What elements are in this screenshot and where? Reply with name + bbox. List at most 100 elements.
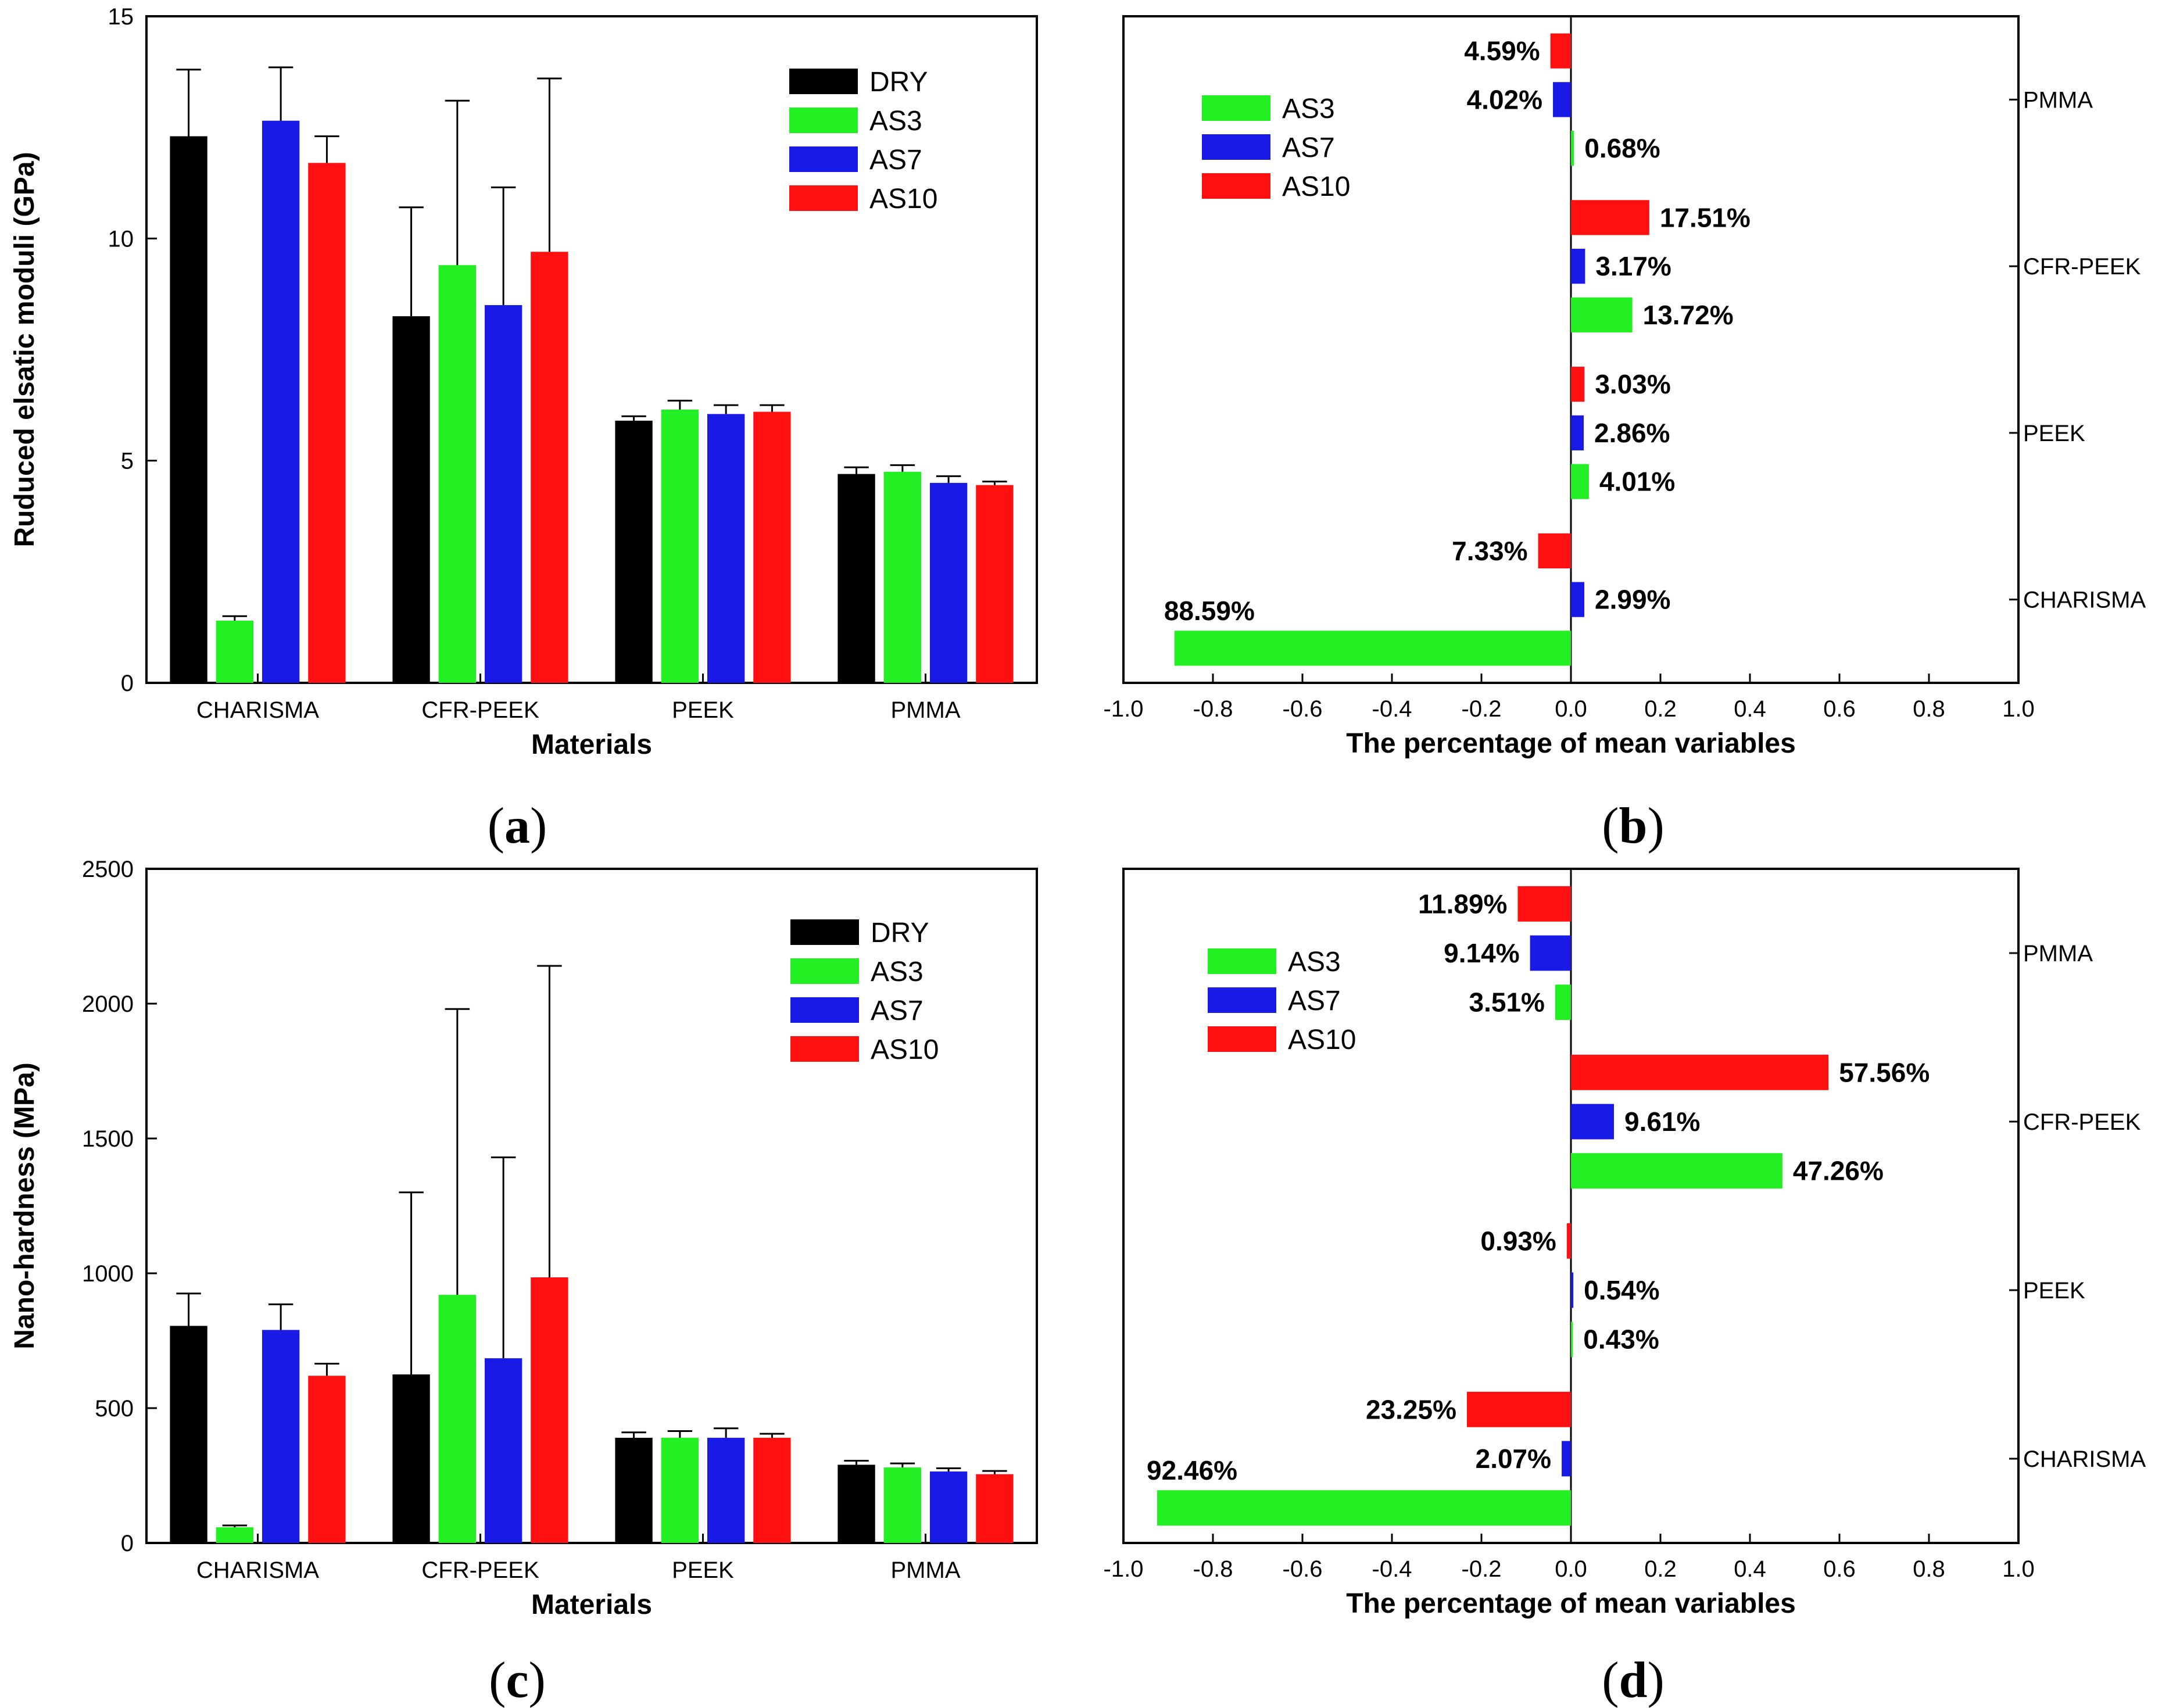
panel-label-paren-close: ) (1647, 1652, 1664, 1708)
legend-label-as10: AS10 (871, 1034, 939, 1065)
bar-as3-pmma (1571, 130, 1574, 166)
value-label-as3-pmma: 0.68% (1584, 133, 1660, 163)
panel-label-d: (d) (1602, 1652, 1665, 1708)
x-tick-label: -1.0 (1104, 1556, 1144, 1582)
panel-d-chart: -1.0 -0.8 -0.6 -0.4 -0.2 0.0 0.2 0.4 0.6 0.8 1.0 CH… (1104, 868, 2146, 1708)
legend-label-as3: AS3 (1282, 94, 1335, 124)
legend-swatch-as3 (1202, 95, 1270, 121)
x-tick-label-pmma: PMMA (891, 1557, 961, 1583)
value-label-as3-charisma: 88.59% (1164, 596, 1255, 626)
panel-label-a: (a) (488, 798, 547, 854)
bar-as7-pmma (929, 1471, 968, 1543)
bar-as7-pmma (929, 482, 968, 683)
x-tick-label: 1.0 (2002, 1556, 2035, 1582)
legend-label-as10: AS10 (1282, 171, 1350, 202)
bar-as10-pmma (976, 485, 1014, 683)
panel-label-letter: d (1619, 1652, 1648, 1708)
bar-as7-charisma (262, 120, 300, 683)
value-label-as7-cfr-peek: 3.17% (1595, 251, 1671, 281)
bar-as10-peek (1571, 367, 1585, 402)
panel-label-paren-close: ) (530, 798, 547, 854)
legend-label-as3: AS3 (1288, 947, 1341, 977)
bar-as3-peek (1571, 464, 1589, 499)
legend-swatch-as7 (789, 146, 858, 172)
bar-as3-charisma (216, 620, 254, 683)
value-label-as7-charisma: 2.99% (1595, 585, 1670, 615)
category-label-pmma: PMMA (2023, 87, 2093, 113)
panel-label-paren-open: ( (488, 798, 504, 854)
x-tick-label-peek: PEEK (672, 1557, 734, 1583)
bar-as10-cfr-peek (1571, 200, 1649, 235)
legend-swatch-as3 (1208, 948, 1276, 974)
x-tick-label-charisma: CHARISMA (196, 697, 319, 723)
bar-dry-cfr-peek (392, 316, 430, 683)
panel-label-letter: a (504, 798, 530, 854)
bar-as7-pmma (1530, 935, 1571, 971)
x-axis-label: Materials (531, 729, 652, 760)
x-tick-label: 0.8 (1913, 1556, 1945, 1582)
x-tick-label: -0.4 (1372, 1556, 1412, 1582)
legend-swatch-dry (790, 919, 859, 945)
bar-as7-cfr-peek (1571, 1104, 1614, 1140)
bar-as7-charisma (262, 1330, 300, 1543)
bar-as3-charisma (1157, 1490, 1571, 1526)
category-label-cfr-peek: CFR-PEEK (2023, 1109, 2141, 1135)
x-tick-label: 0.4 (1734, 696, 1766, 722)
category-label-cfr-peek: CFR-PEEK (2023, 254, 2141, 280)
value-label-as10-pmma: 11.89% (1418, 889, 1507, 919)
value-label-as3-peek: 0.43% (1583, 1324, 1659, 1355)
x-tick-label: -0.6 (1283, 696, 1323, 722)
x-tick-label: 0.4 (1734, 1556, 1766, 1582)
value-label-as3-cfr-peek: 13.72% (1643, 300, 1734, 330)
x-tick-label: -0.2 (1462, 696, 1502, 722)
bar-as10-peek (753, 1438, 791, 1543)
bar-dry-cfr-peek (392, 1374, 430, 1543)
bar-as10-cfr-peek (1571, 1054, 1829, 1090)
bar-as3-cfr-peek (1571, 297, 1633, 332)
panel-c-chart: 0 500 1000 1500 2000 2500 CHARISMA CFR-PEEK PEEK… (9, 857, 1038, 1708)
bar-as3-peek (1571, 1322, 1573, 1358)
y-tick-label: 5 (121, 449, 134, 474)
x-tick-label: -0.8 (1193, 1556, 1233, 1582)
bar-as3-pmma (883, 1467, 922, 1543)
bar-as10-pmma (1517, 886, 1571, 922)
bar-as10-charisma (308, 163, 346, 683)
x-tick-label-pmma: PMMA (891, 697, 961, 723)
legend-label-as3: AS3 (871, 957, 923, 987)
panel-label-letter: b (1619, 798, 1648, 854)
legend-label-as7: AS7 (869, 145, 922, 176)
category-label-peek: PEEK (2023, 421, 2085, 446)
value-label-as10-cfr-peek: 17.51% (1660, 202, 1751, 232)
value-label-as10-peek: 3.03% (1595, 369, 1670, 399)
legend-label-as7: AS7 (871, 996, 923, 1026)
value-label-as7-peek: 2.86% (1594, 418, 1670, 448)
bar-as7-charisma (1562, 1441, 1571, 1477)
panel-label-paren-close: ) (1647, 798, 1664, 854)
legend-swatch-as10 (789, 185, 858, 211)
bar-as3-peek (661, 1438, 699, 1543)
panel-label-paren-open: ( (1602, 1652, 1619, 1708)
legend-swatch-dry (789, 69, 858, 94)
y-tick-label: 1500 (82, 1126, 134, 1152)
legend-swatch-as7 (790, 997, 859, 1023)
y-tick-label: 500 (95, 1396, 134, 1421)
bar-as3-pmma (1555, 984, 1571, 1020)
value-label-as7-cfr-peek: 9.61% (1624, 1107, 1700, 1137)
bar-as10-peek (753, 411, 791, 683)
bar-as7-cfr-peek (1571, 249, 1585, 284)
legend-label-dry: DRY (869, 67, 928, 98)
category-label-pmma: PMMA (2023, 941, 2093, 966)
value-label-as7-pmma: 9.14% (1444, 938, 1519, 968)
x-axis-label: The percentage of mean variables (1346, 1588, 1796, 1619)
plot-frame (145, 868, 1038, 1544)
x-tick-label: 0.2 (1644, 696, 1677, 722)
value-label-as3-pmma: 3.51% (1469, 987, 1545, 1018)
bar-dry-peek (615, 1438, 653, 1543)
x-tick-label: 0.0 (1555, 1556, 1587, 1582)
legend-swatch-as10 (1202, 173, 1270, 199)
bar-as10-peek (1566, 1223, 1571, 1259)
value-label-as3-peek: 4.01% (1599, 467, 1675, 497)
bar-as7-pmma (1553, 82, 1571, 117)
bar-as3-pmma (883, 471, 922, 683)
x-tick-label: -1.0 (1104, 696, 1144, 722)
